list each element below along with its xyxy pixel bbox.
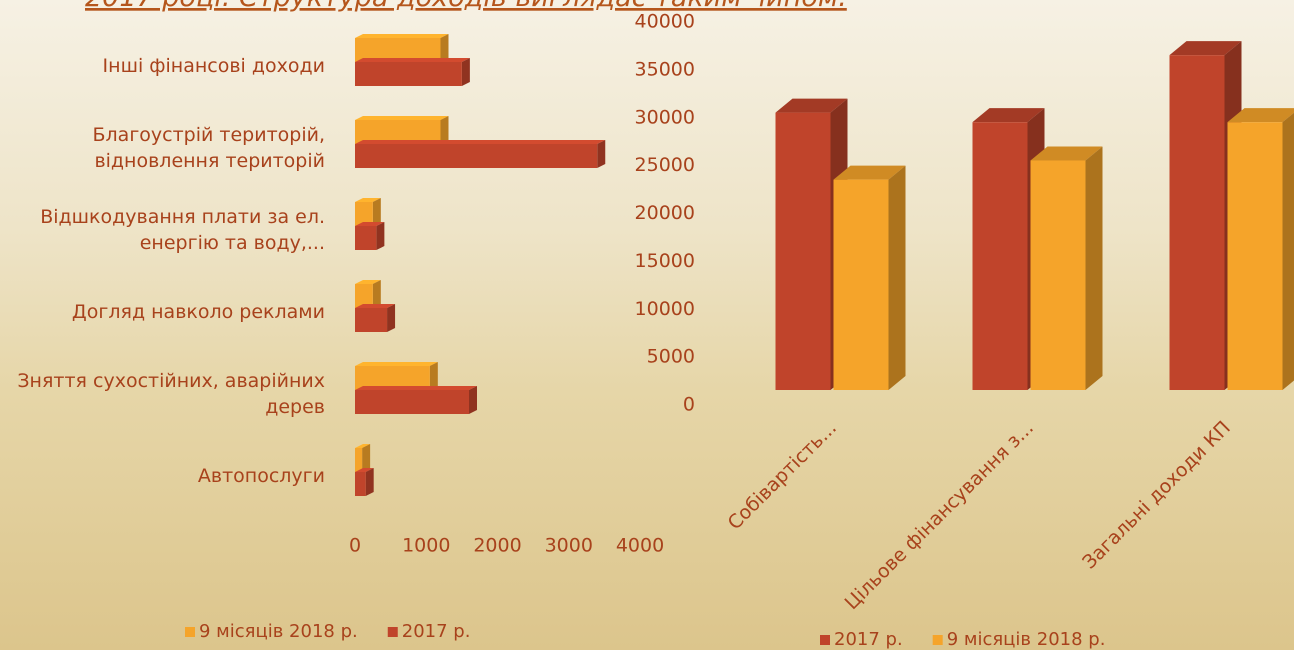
y-tick-label: 25000 <box>635 154 695 176</box>
bar-side <box>888 165 906 390</box>
legend-label: 2017 р. <box>834 629 903 650</box>
x-tick-label: Загальні доходи КП <box>1078 417 1235 574</box>
bar-top <box>355 58 470 62</box>
bar <box>775 112 831 390</box>
bar <box>355 390 469 414</box>
bar-side <box>469 386 477 414</box>
y-tick-label: 40000 <box>635 11 695 33</box>
bar-top <box>1227 108 1294 123</box>
bar-top <box>355 34 449 38</box>
bar <box>355 226 377 250</box>
bar <box>355 144 598 168</box>
bar-side <box>376 222 385 250</box>
bar-side <box>362 444 371 472</box>
bar-side <box>387 304 396 332</box>
y-tick-label: 30000 <box>635 106 695 128</box>
bar-top <box>355 468 374 472</box>
bar <box>833 179 889 390</box>
y-tick-label: 0 <box>683 394 695 416</box>
bar <box>355 284 373 308</box>
x-tick-label: 2000 <box>473 535 521 557</box>
y-tick-label: 35000 <box>635 58 695 80</box>
y-tick-label: Догляд навколо реклами <box>71 301 325 323</box>
bar-side <box>461 58 470 86</box>
bar-top <box>355 362 438 366</box>
legend-swatch <box>185 627 195 637</box>
y-tick-label: 10000 <box>635 298 695 320</box>
x-tick-label: 1000 <box>402 535 450 557</box>
legend-label: 2017 р. <box>402 621 471 642</box>
bar-top <box>355 198 381 202</box>
bar-top <box>1169 41 1242 56</box>
bar <box>355 448 363 472</box>
bar-side <box>365 468 374 496</box>
bar-side <box>372 198 381 226</box>
bar-top <box>355 222 385 226</box>
bar <box>355 472 366 496</box>
bar-top <box>355 280 381 284</box>
bar-top <box>355 444 371 448</box>
y-tick-label: Зняття сухостійних, аварійних дерев <box>17 370 325 418</box>
bar <box>355 62 462 86</box>
bar <box>1227 122 1283 391</box>
legend-label: 9 місяців 2018 р. <box>947 629 1106 650</box>
bar <box>1030 160 1086 390</box>
bar <box>355 202 373 226</box>
y-tick-label: Автопослуги <box>197 465 325 487</box>
bar-side <box>597 140 606 168</box>
legend-swatch <box>387 627 398 637</box>
legend-swatch <box>820 635 830 645</box>
bar-side <box>1282 112 1294 390</box>
bar-side <box>440 116 449 144</box>
bar-top <box>833 165 906 180</box>
bar <box>355 308 388 332</box>
bar <box>1169 55 1225 391</box>
slide-title: 2017 році. Структура доходів виглядає та… <box>85 0 847 13</box>
bar-top <box>355 386 477 390</box>
x-tick-label: Цільове фінансування з... <box>841 417 1038 614</box>
x-tick-label: Собівартість... <box>724 417 841 534</box>
bar-top <box>775 98 848 113</box>
bar-top <box>355 116 449 120</box>
y-tick-label: 15000 <box>635 250 695 272</box>
bar-top <box>972 108 1045 123</box>
bar-side <box>429 362 438 390</box>
bar-top <box>355 304 396 308</box>
y-tick-label: Благоустрій територій, відновлення терит… <box>92 124 326 172</box>
y-tick-label: Відшкодування плати за ел. енергію та во… <box>40 206 325 254</box>
x-tick-label: 4000 <box>616 535 664 557</box>
y-tick-label: Інші фінансові доходи <box>102 55 325 77</box>
legend-label: 9 місяців 2018 р. <box>199 621 358 642</box>
bar-top <box>355 140 606 144</box>
bar <box>972 122 1028 391</box>
x-tick-label: 3000 <box>545 535 593 557</box>
bar-top <box>1030 146 1103 161</box>
y-tick-label: 5000 <box>647 346 695 368</box>
x-tick-label: 0 <box>349 535 361 557</box>
bar-side <box>372 280 381 308</box>
legend-swatch <box>932 635 943 645</box>
bar-side <box>440 34 449 62</box>
y-tick-label: 20000 <box>635 202 695 224</box>
bar-side <box>1085 146 1103 390</box>
